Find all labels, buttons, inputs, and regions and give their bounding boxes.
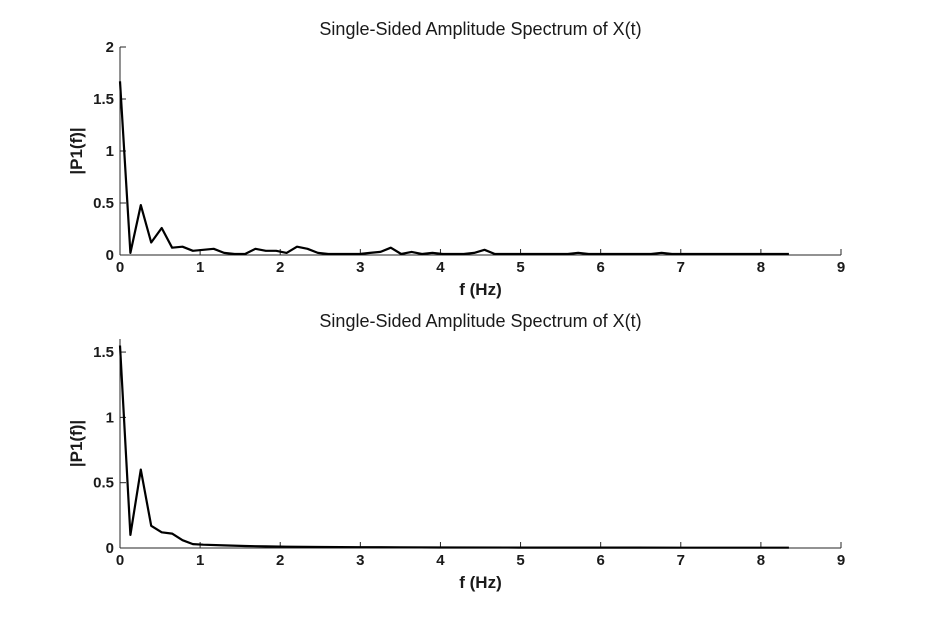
x-tick-label: 9: [837, 552, 845, 569]
x-tick-label: 0: [116, 259, 124, 276]
x-tick-label: 0: [116, 552, 124, 569]
y-tick-label: 1: [106, 143, 114, 160]
subplot-2: Single-Sided Amplitude Spectrum of X(t) 0…: [67, 311, 845, 592]
y-tick-label: 0.5: [93, 475, 114, 492]
x-tick-label: 1: [196, 552, 204, 569]
x-tick-label: 9: [837, 259, 845, 276]
x-tick-label: 5: [516, 259, 524, 276]
y-axis-label: |P1(f)|: [67, 420, 86, 467]
x-tick-label: 5: [516, 552, 524, 569]
y-tick-label: 1: [106, 409, 114, 426]
x-tick-label: 8: [757, 552, 765, 569]
x-tick-label: 3: [356, 552, 364, 569]
x-tick-label: 2: [276, 552, 284, 569]
x-tick-label: 4: [436, 552, 445, 569]
y-tick-label: 0: [106, 247, 114, 264]
subplot-1: Single-Sided Amplitude Spectrum of X(t) 0…: [67, 19, 845, 299]
x-tick-label: 7: [677, 552, 685, 569]
x-tick-label: 4: [436, 259, 445, 276]
y-axis-label: |P1(f)|: [67, 127, 86, 174]
y-tick-label: 1.5: [93, 91, 114, 108]
y-tick-label: 2: [106, 39, 114, 56]
y-tick-label: 1.5: [93, 344, 114, 361]
x-tick-label: 3: [356, 259, 364, 276]
x-axis-label: f (Hz): [459, 573, 501, 592]
chart-title: Single-Sided Amplitude Spectrum of X(t): [319, 19, 641, 39]
x-tick-label: 6: [596, 552, 604, 569]
x-tick-label: 2: [276, 259, 284, 276]
x-tick-label: 1: [196, 259, 204, 276]
chart-title: Single-Sided Amplitude Spectrum of X(t): [319, 311, 641, 331]
x-tick-label: 6: [596, 259, 604, 276]
x-axis-label: f (Hz): [459, 280, 501, 299]
y-tick-label: 0: [106, 540, 114, 557]
x-tick-label: 8: [757, 259, 765, 276]
y-tick-label: 0.5: [93, 195, 114, 212]
series-line: [118, 81, 789, 256]
series-line: [118, 345, 789, 549]
x-tick-label: 7: [677, 259, 685, 276]
